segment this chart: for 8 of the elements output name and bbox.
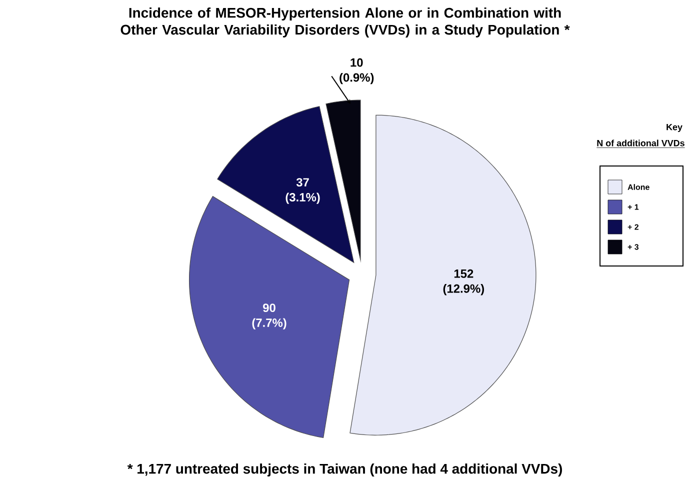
text: N of additional VVDs	[597, 140, 684, 146]
data-label: 10 (0.9%)	[340, 58, 374, 84]
chart-title: Incidence of MESOR-Hypertension Alone or in Combination with Other Vascular Variability Disorders (VVDs) in a Study Population *	[120, 8, 570, 38]
data-label: 37 (3.1%)	[286, 178, 320, 204]
data-label: 152 (12.9%)	[443, 269, 484, 296]
legend-title: Key	[666, 124, 682, 132]
text: * 1,177 untreated subjects in Taiwan (none had 4 additional VVDs)	[127, 463, 562, 476]
data-label: 90 (7.7%)	[252, 304, 286, 330]
